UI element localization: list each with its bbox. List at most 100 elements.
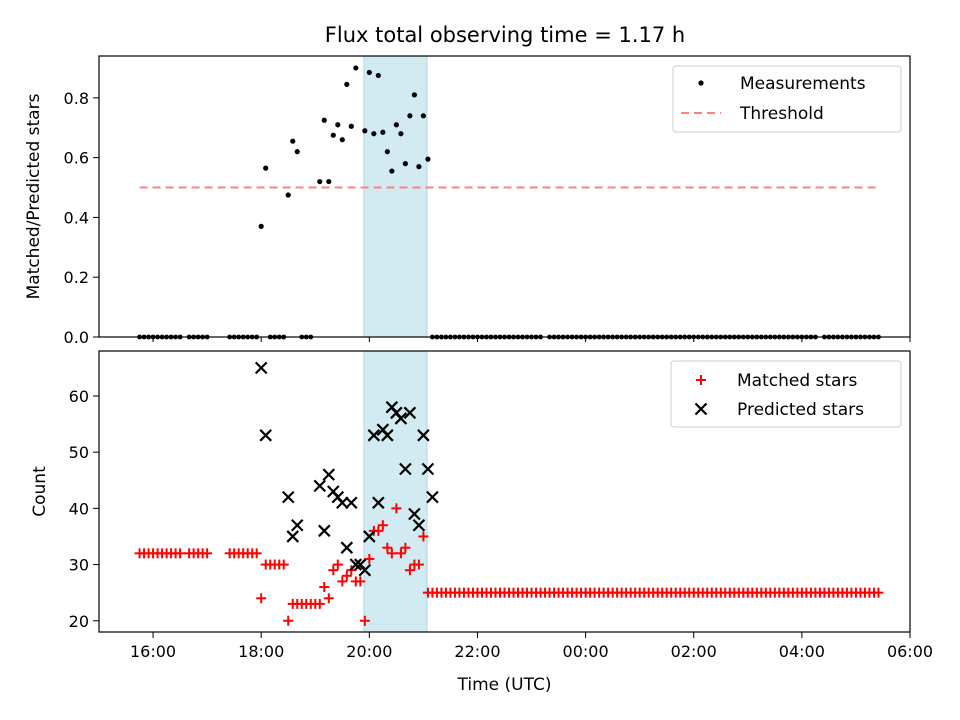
measurement-point-146 (384, 149, 390, 155)
measurement-point-139 (348, 123, 354, 129)
highlight-span-top (363, 55, 428, 338)
predicted-point-20 (381, 429, 394, 442)
matched-stars-points (134, 503, 884, 626)
measurement-point-127 (258, 223, 264, 229)
predicted-point-4 (290, 518, 304, 532)
matched-point-14 (202, 548, 213, 559)
bottom-panel: 20 30 40 50 60 16:00 18:00 20:00 22:00 00:00 02:0… (30, 350, 933, 695)
measurement-point-136 (335, 122, 341, 128)
measurement-point-147 (389, 168, 395, 174)
predicted-point-3 (286, 530, 300, 543)
predicted-point-26 (408, 507, 421, 521)
measurement-point-150 (402, 161, 408, 167)
bottom-y-label: Count (30, 466, 50, 517)
top-y-tick-label-0: 0.0 (64, 328, 89, 347)
legend-measurements-marker (698, 80, 704, 86)
bottom-axes-frame (98, 350, 911, 633)
matched-point-123 (256, 593, 267, 604)
measurement-point-132 (317, 178, 323, 185)
legend-threshold-label: Threshold (739, 104, 824, 124)
measurement-point-133 (321, 117, 327, 123)
predicted-point-6 (317, 524, 331, 538)
predicted-point-30 (426, 490, 439, 504)
bottom-legend-box (670, 360, 902, 428)
top-y-ticks: 0.0 0.2 0.4 0.6 0.8 (64, 89, 99, 347)
predicted-point-13 (349, 558, 363, 571)
measurement-point-135 (330, 132, 336, 138)
predicted-point-11 (340, 541, 354, 554)
chart-title: Flux total observing time = 1.17 h (325, 23, 685, 47)
matched-point-154 (395, 548, 406, 559)
x-tick-label-7: 06:00 (887, 642, 933, 661)
predicted-point-17 (367, 429, 381, 442)
measurement-point-141 (362, 128, 368, 134)
predicted-point-0 (254, 361, 268, 375)
legend-predicted-x (694, 402, 708, 416)
x-tick-label-0: 16:00 (130, 642, 176, 661)
legend-matched-plus (696, 375, 706, 385)
predicted-point-25 (403, 406, 417, 420)
top-y-label: Matched/Predicted stars (24, 93, 44, 299)
predicted-point-12 (345, 496, 358, 510)
measurement-point-142 (366, 69, 372, 76)
matched-point-158 (413, 559, 424, 570)
measurement-point-143 (371, 131, 377, 137)
legend-measurements-label: Measurements (740, 74, 866, 94)
matched-point-151 (382, 542, 393, 553)
predicted-point-5 (313, 479, 327, 493)
matched-point-137 (319, 582, 330, 593)
measurement-point-155 (425, 156, 431, 162)
bottom-y-tick-label-2: 40 (69, 499, 89, 518)
measurement-point-138 (344, 81, 350, 87)
measurement-point-145 (380, 129, 386, 135)
bottom-x-ticks: 16:00 18:00 20:00 22:00 00:00 02:00 04:00 06:00 (130, 632, 933, 661)
matched-point-141 (337, 576, 348, 587)
x-tick-label-6: 04:00 (779, 642, 825, 661)
matched-point-159 (418, 531, 429, 542)
x-axis-label: Time (UTC) (457, 675, 552, 695)
measurement-point-130 (290, 138, 296, 144)
top-y-tick-label-1: 0.2 (64, 268, 89, 287)
predicted-point-28 (417, 429, 430, 442)
top-panel: 0.00.20.40.60.8 Matched/Predicted stars … (24, 55, 911, 347)
x-tick-label-5: 02:00 (671, 642, 717, 661)
matched-point-21 (251, 548, 262, 559)
predicted-point-10 (336, 496, 349, 510)
measurement-point-152 (411, 92, 417, 98)
bottom-y-tick-label-4: 60 (69, 387, 89, 406)
predicted-point-27 (412, 518, 426, 532)
matched-point-136 (314, 598, 325, 609)
legend-matched-label: Matched stars (737, 371, 857, 391)
measurement-point-131 (294, 149, 300, 155)
matched-point-155 (400, 542, 411, 553)
measurement-point-151 (407, 113, 413, 119)
matched-point-142 (341, 570, 352, 581)
matched-point-122 (873, 587, 884, 598)
matched-point-129 (283, 615, 294, 626)
measurement-point-129 (285, 192, 291, 198)
measurement-point-153 (416, 164, 422, 170)
top-y-tick-label-2: 0.4 (64, 208, 89, 227)
measurement-point-128 (263, 165, 269, 171)
predicted-point-16 (363, 530, 376, 543)
top-y-tick-label-4: 0.8 (64, 89, 89, 108)
legend-matched-marker (696, 375, 706, 385)
measurement-point-154 (420, 113, 426, 119)
measurement-point-134 (326, 178, 332, 185)
bottom-y-tick-label-3: 50 (69, 443, 89, 462)
matched-point-153 (391, 503, 402, 514)
matched-point-150 (377, 520, 388, 531)
predicted-point-2 (281, 490, 295, 504)
matched-point-139 (328, 565, 339, 576)
top-axes-frame (98, 55, 911, 338)
measurement-point-148 (393, 122, 399, 128)
predicted-stars-points (254, 361, 439, 577)
matched-point-149 (373, 525, 384, 536)
top-y-tick-label-3: 0.6 (64, 149, 89, 168)
predicted-point-18 (372, 496, 385, 510)
legend-predicted-marker (694, 402, 708, 416)
matched-point-146 (359, 615, 370, 626)
highlight-span-bottom (363, 350, 428, 633)
bottom-y-tick-label-1: 30 (69, 556, 89, 575)
